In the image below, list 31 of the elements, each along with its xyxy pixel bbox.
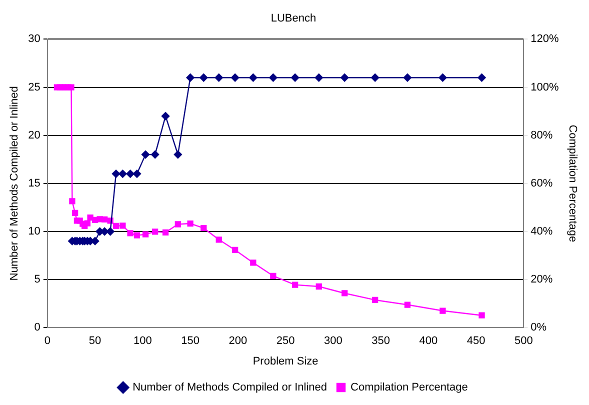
y2-tick-label: 20% [530, 274, 553, 286]
y2-tick-label: 120% [530, 33, 560, 46]
legend-label: Number of Methods Compiled or Inlined [132, 382, 328, 394]
x-tick-label: 500 [514, 335, 533, 348]
y-tick-label: 5 [34, 274, 40, 286]
y2-axis-title: Compilation Percentage [566, 124, 578, 242]
y2-tick-label: 40% [530, 226, 553, 238]
x-tick-label: 150 [181, 335, 200, 348]
x-tick-label: 50 [88, 335, 102, 348]
y-tick-label: 15 [28, 177, 40, 190]
x-axis-title: Problem Size [252, 355, 318, 368]
y-tick-label: 10 [28, 226, 40, 238]
y2-tick-label: 0% [530, 322, 547, 334]
x-tick-label: 450 [466, 335, 486, 348]
legend-label: Compilation Percentage [350, 382, 468, 394]
x-tick-label: 400 [419, 335, 438, 348]
y-tick-label: 20 [28, 129, 40, 142]
y2-tick-label: 60% [530, 177, 553, 190]
x-tick-label: 350 [372, 335, 390, 348]
x-tick-label: 0 [44, 335, 50, 348]
x-tick-label: 100 [134, 335, 152, 348]
x-tick-label: 200 [228, 335, 248, 348]
y2-tick-label: 100% [530, 81, 560, 94]
y-tick-label: 25 [28, 81, 40, 94]
y-tick-label: 0 [34, 322, 40, 334]
chart-title: LUBench [270, 12, 316, 25]
x-tick-label: 250 [276, 335, 295, 348]
y2-tick-label: 80% [530, 129, 553, 142]
x-tick-label: 300 [324, 335, 342, 348]
y-axis-title: Number of Methods Compiled or Inlined [8, 86, 21, 281]
y-tick-label: 30 [28, 33, 40, 46]
